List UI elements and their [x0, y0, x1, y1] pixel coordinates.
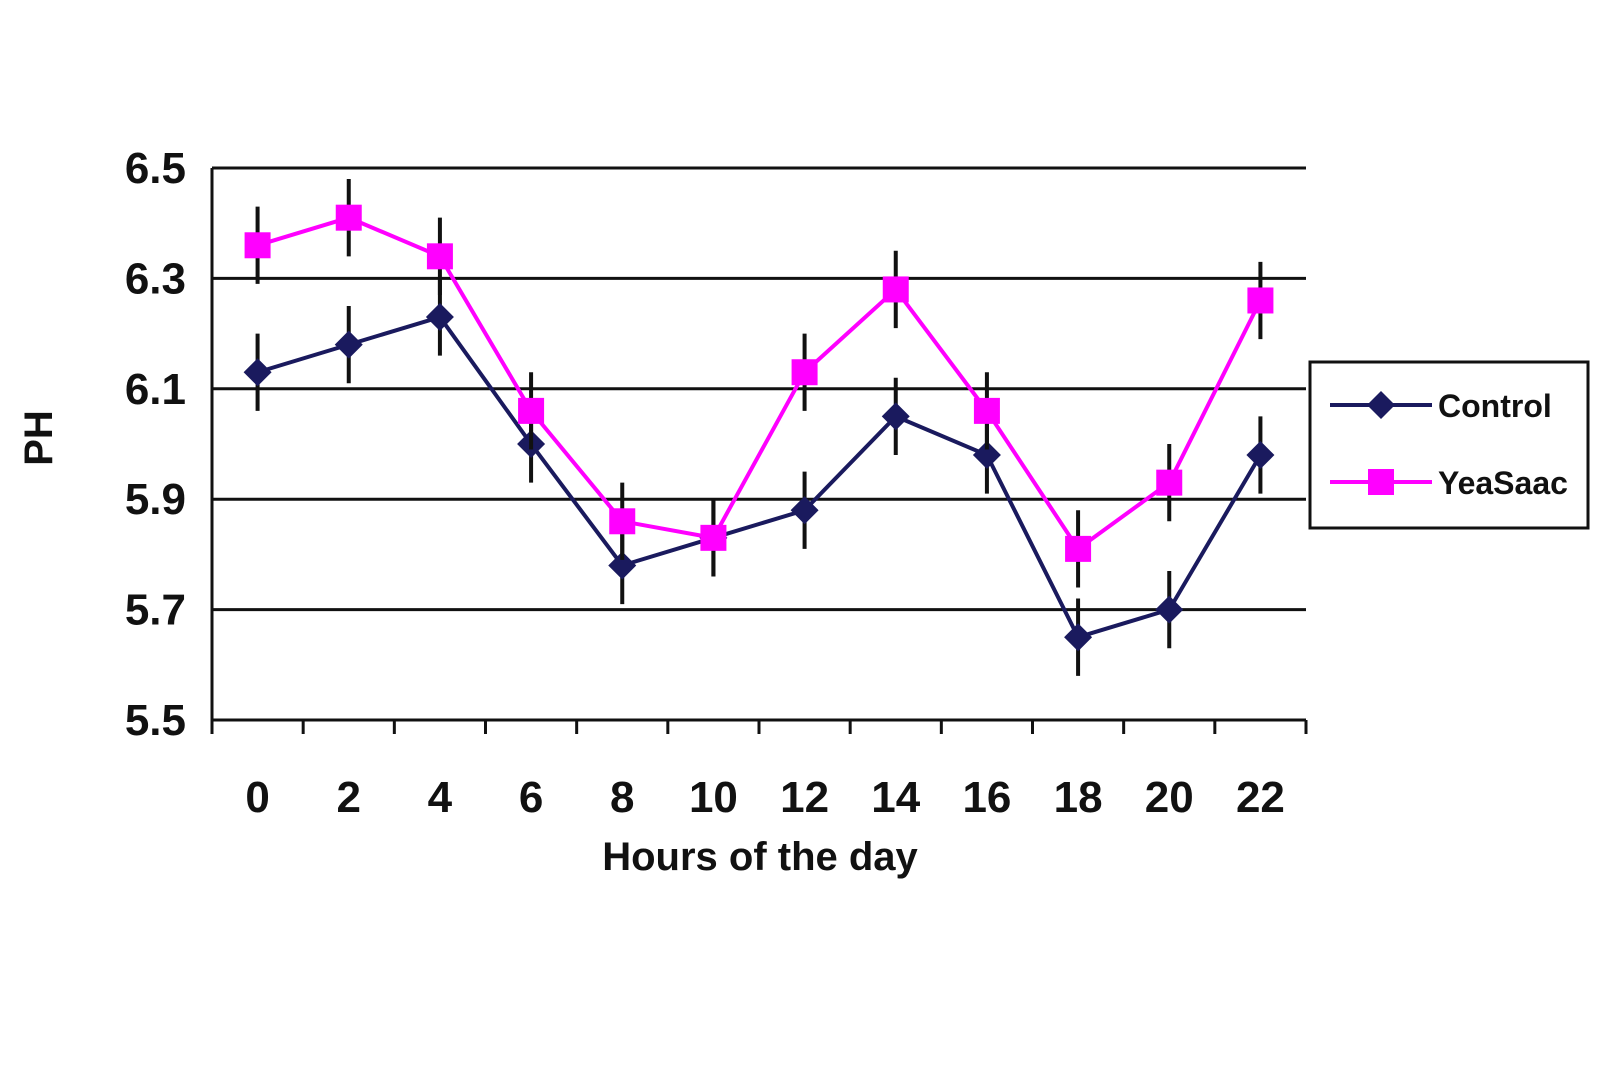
data-point	[425, 303, 454, 332]
x-tick-label: 20	[1145, 773, 1194, 822]
data-point	[1065, 535, 1092, 562]
data-point	[335, 204, 362, 231]
series-control	[243, 278, 1275, 676]
legend-item-control: Control	[1330, 388, 1552, 424]
data-point	[881, 402, 910, 431]
x-tick-label: 16	[962, 773, 1011, 822]
y-tick-label: 5.7	[125, 586, 186, 635]
x-tick-label: 6	[519, 773, 543, 822]
data-point	[1156, 469, 1183, 496]
data-point	[700, 524, 727, 551]
y-tick-label: 6.5	[125, 144, 186, 193]
x-tick-label: 2	[337, 773, 361, 822]
legend-marker-control	[1367, 391, 1395, 419]
x-tick-label: 12	[780, 773, 829, 822]
y-tick-label: 6.1	[125, 365, 186, 414]
x-tick-label: 0	[245, 773, 269, 822]
data-point	[791, 359, 818, 386]
data-point	[244, 232, 271, 259]
legend: Control YeaSaac	[1308, 360, 1590, 530]
legend-marker-yeasaac	[1368, 469, 1394, 495]
x-tick-label: 14	[871, 773, 920, 822]
data-point	[790, 496, 819, 525]
data-point	[973, 397, 1000, 424]
data-point	[1247, 287, 1274, 314]
x-axis-title: Hours of the day	[602, 835, 918, 879]
data-point	[1064, 623, 1093, 652]
y-tick-label: 6.3	[125, 254, 186, 303]
data-series	[243, 179, 1275, 676]
data-point	[608, 551, 637, 580]
data-point	[518, 397, 545, 424]
y-axis-title: PH	[17, 410, 61, 466]
axes	[210, 168, 1308, 734]
data-point	[609, 508, 636, 535]
data-point	[882, 276, 909, 303]
x-tick-labels: 0 2 4 6 8 10 12 14 16 18 20 22	[245, 773, 1285, 822]
legend-label-yeasaac: YeaSaac	[1438, 465, 1568, 501]
x-tick-label: 10	[689, 773, 738, 822]
data-point	[972, 441, 1001, 470]
y-tick-labels: 5.5 5.7 5.9 6.1 6.3 6.5	[125, 144, 186, 745]
y-tick-label: 5.5	[125, 696, 186, 745]
x-tick-label: 4	[428, 773, 453, 822]
x-tick-label: 18	[1054, 773, 1103, 822]
legend-label-control: Control	[1438, 388, 1552, 424]
series-yeasaac	[244, 179, 1274, 588]
data-point	[334, 330, 363, 359]
x-tick-label: 22	[1236, 773, 1285, 822]
x-tick-label: 8	[610, 773, 634, 822]
data-point	[1155, 595, 1184, 624]
series-line	[257, 314, 1263, 640]
data-point	[426, 243, 453, 270]
data-point	[243, 358, 272, 387]
y-tick-label: 5.9	[125, 475, 186, 524]
legend-box	[1308, 360, 1590, 530]
series-line	[257, 215, 1263, 552]
gridlines	[212, 166, 1306, 612]
legend-item-yeasaac: YeaSaac	[1330, 465, 1568, 501]
data-point	[1246, 441, 1275, 470]
